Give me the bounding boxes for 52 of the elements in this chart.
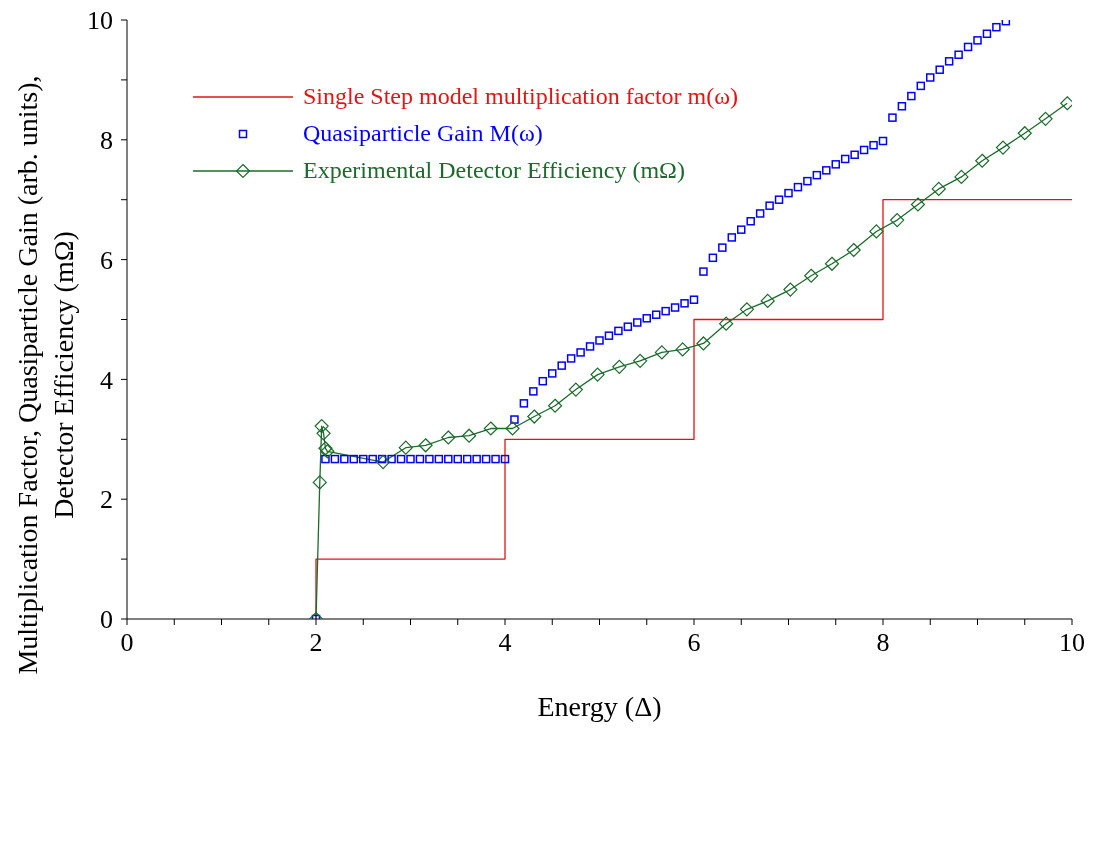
x-tick-label: 0 [120,628,134,658]
y-tick-label: 8 [100,126,113,156]
x-tick-label: 4 [498,628,512,658]
y-axis-title: Multiplication Factor, Quasiparticle Gain (arb. units), Detector Efficiency (mΩ) [11,74,80,677]
point [760,293,775,309]
point [527,409,542,424]
x-axis-title: Energy (Δ) [537,691,662,722]
x-tick-label: 8 [876,628,890,658]
point [398,440,413,455]
point [654,345,669,360]
legend-label: Single Step model multiplication factor m(ω) [303,83,739,110]
y-tick-label: 2 [100,485,113,515]
point [995,140,1011,155]
point [824,256,840,271]
point [1017,126,1032,141]
point [975,153,990,168]
x-tick-label: 2 [309,628,323,658]
point [739,302,755,317]
point [931,181,946,197]
y-tick-label: 10 [87,6,113,36]
y-tick-label: 6 [100,245,113,275]
point [314,419,329,434]
point [483,421,498,436]
y-tick-label: 4 [100,365,113,395]
point [910,197,926,212]
x-tick-label: 10 [1059,628,1085,658]
point [418,438,433,453]
point [675,342,690,357]
point [1038,111,1053,126]
point [804,268,819,283]
legend-label: Quasiparticle Gain M(ω) [303,120,543,147]
point [547,398,563,413]
point [590,367,605,382]
point [505,421,520,436]
point [568,382,583,397]
point [312,475,327,490]
point [719,316,734,331]
x-tick-label: 6 [687,628,701,658]
point [376,454,391,470]
point [954,169,969,185]
point [633,353,648,368]
point [890,212,905,228]
point [461,428,477,443]
legend-label: Experimental Detector Efficiency (mΩ) [303,157,685,184]
point [441,430,456,445]
point [316,426,331,441]
point [783,282,798,297]
point [696,336,711,351]
point [612,359,627,374]
point [869,224,884,239]
y-tick-label: 0 [100,605,113,635]
point [846,242,861,258]
